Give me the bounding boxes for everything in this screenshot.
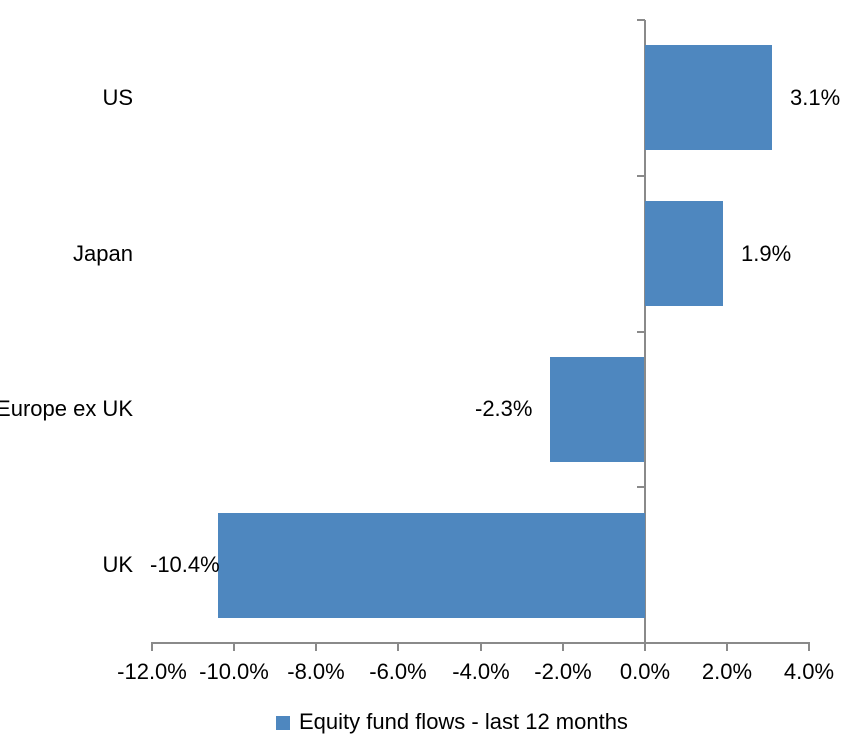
x-axis-tick-label: -12.0% [117, 659, 187, 684]
y-axis-tick [637, 175, 645, 177]
x-axis-tick [644, 643, 646, 651]
bar-uk [218, 513, 645, 618]
x-axis-tick-label: -4.0% [452, 659, 510, 684]
x-axis-tick-label: 0.0% [619, 659, 671, 684]
y-axis-line [644, 20, 646, 651]
x-axis-tick [726, 643, 728, 651]
x-axis-tick [480, 643, 482, 651]
bar-europe-ex-uk [550, 357, 644, 462]
category-label-us: US [102, 85, 133, 110]
data-label-japan: 1.9% [741, 241, 792, 266]
y-axis-tick [637, 331, 645, 333]
category-label-europe-ex-uk: Europe ex UK [0, 396, 133, 421]
data-label-us: 3.1% [790, 85, 841, 110]
x-axis-tick-label: -6.0% [369, 659, 427, 684]
legend-marker-square [276, 716, 290, 730]
y-axis-tick [637, 486, 645, 488]
x-axis-tick-label: -8.0% [287, 659, 345, 684]
x-axis-tick-label: -10.0% [199, 659, 269, 684]
x-axis-tick-label: -2.0% [534, 659, 592, 684]
x-axis-tick [233, 643, 235, 651]
x-axis-tick-label: 4.0% [783, 659, 835, 684]
x-axis-tick-label: 2.0% [701, 659, 753, 684]
data-label-uk: -10.4% [150, 552, 220, 577]
category-label-japan: Japan [73, 241, 133, 266]
x-axis-tick [315, 643, 317, 651]
data-label-europe-ex-uk: -2.3% [475, 396, 533, 421]
bar-japan [645, 201, 723, 306]
x-axis-tick [808, 643, 810, 651]
y-axis-tick [637, 19, 645, 21]
x-axis-tick [397, 643, 399, 651]
bar-us [645, 45, 772, 150]
x-axis-tick [151, 643, 153, 651]
legend-label: Equity fund flows - last 12 months [299, 709, 628, 734]
x-axis-tick [562, 643, 564, 651]
category-label-uk: UK [102, 552, 133, 577]
